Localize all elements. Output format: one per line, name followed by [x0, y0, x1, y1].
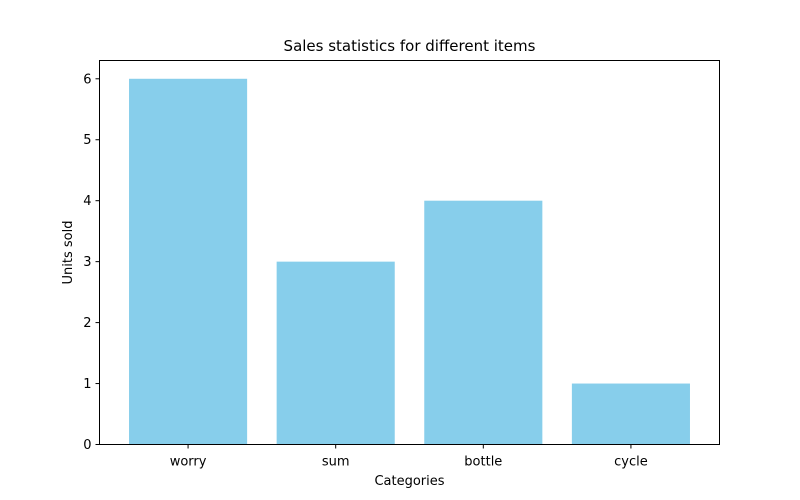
y-tick-label: 0	[83, 438, 91, 453]
bars-group	[129, 78, 690, 445]
y-tick-label: 3	[83, 255, 91, 270]
x-tick-label-cycle: cycle	[614, 455, 648, 470]
y-tick-label: 2	[83, 316, 91, 331]
y-tick-label: 6	[83, 72, 91, 87]
bar-bottle	[424, 200, 543, 445]
x-axis-ticks: worry sum bottle cycle	[170, 444, 648, 470]
x-axis-label: Categories	[374, 474, 444, 489]
y-axis-label: Units sold	[61, 221, 76, 285]
x-tick-label-worry: worry	[170, 455, 207, 470]
y-tick-label: 4	[83, 194, 91, 209]
x-tick-label-bottle: bottle	[464, 455, 502, 470]
y-tick-label: 1	[83, 377, 91, 392]
bar-worry	[129, 78, 248, 445]
plot-frame	[99, 60, 720, 445]
y-tick-label: 5	[83, 133, 91, 148]
chart-title: Sales statistics for different items	[284, 37, 536, 55]
bar-sum	[276, 261, 395, 445]
y-axis-ticks: 0 1 2 3 4 5 6	[83, 72, 100, 453]
x-tick-label-sum: sum	[322, 455, 350, 470]
bar-cycle	[571, 383, 690, 445]
